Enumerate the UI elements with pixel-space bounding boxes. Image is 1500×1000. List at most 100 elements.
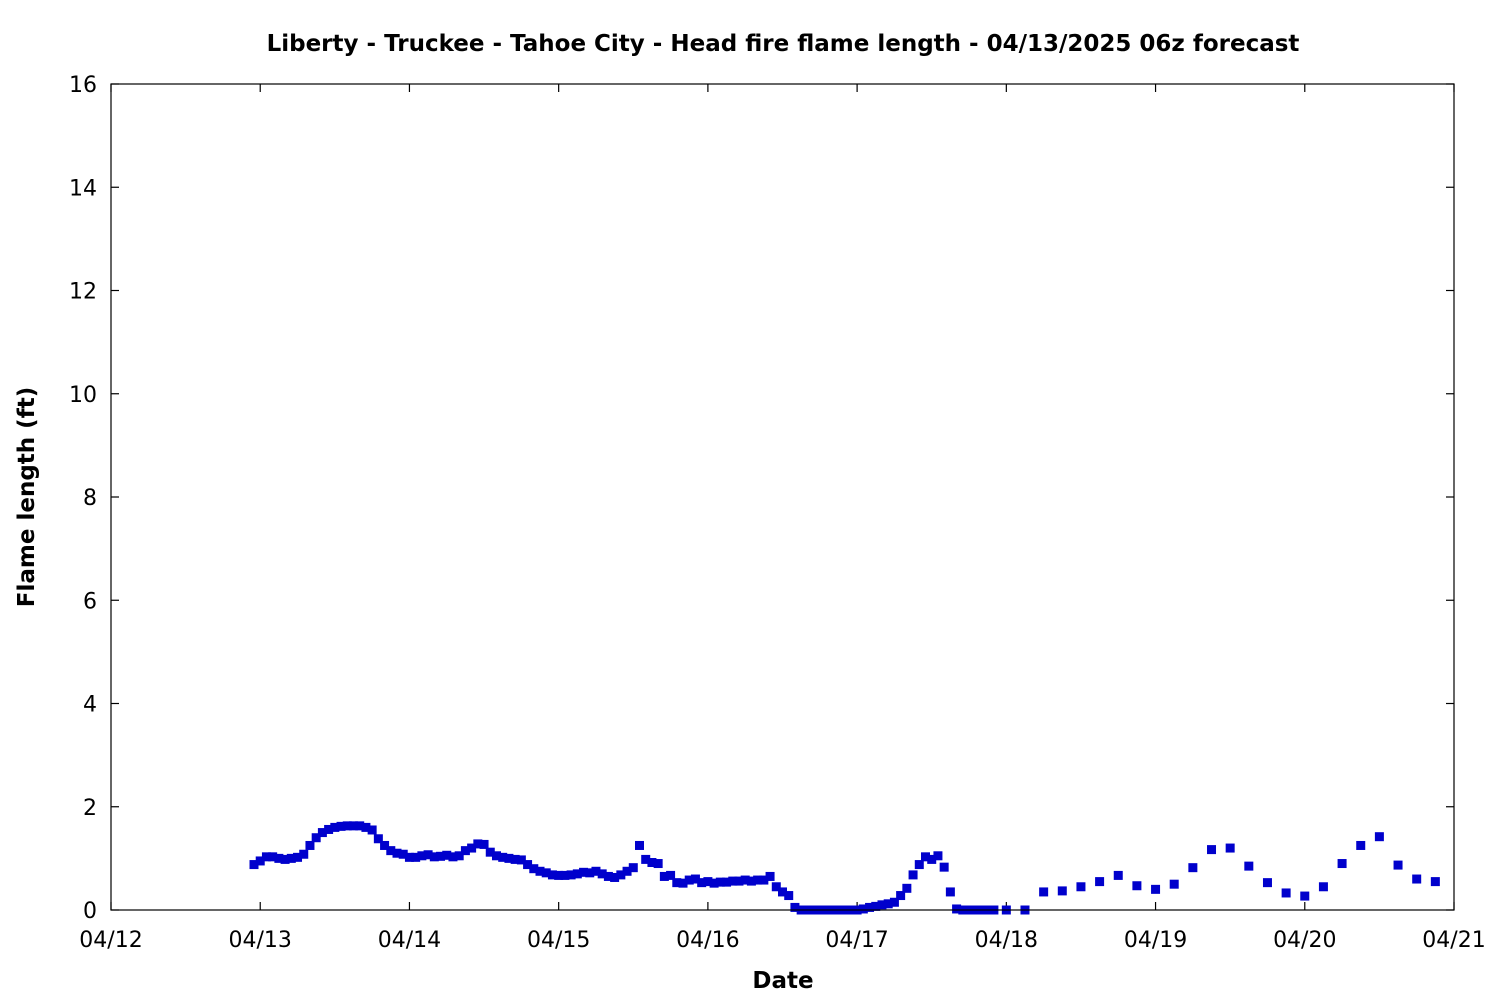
y-tick-label: 2 <box>83 796 97 821</box>
data-point <box>268 852 278 862</box>
chart-title: Liberty - Truckee - Tahoe City - Head fi… <box>267 31 1300 57</box>
data-point <box>585 868 595 878</box>
data-point <box>1188 863 1198 873</box>
data-point <box>261 852 271 862</box>
data-point <box>516 855 526 865</box>
data-point <box>367 825 377 835</box>
data-point <box>672 878 682 888</box>
data-point <box>647 858 657 868</box>
y-axis-label: Flame length (ft) <box>14 387 40 607</box>
data-point <box>324 824 334 834</box>
data-point <box>746 876 756 886</box>
data-point <box>535 866 545 876</box>
data-point <box>1318 882 1328 892</box>
data-point <box>659 871 669 881</box>
data-point <box>697 878 707 888</box>
data-point <box>616 870 626 880</box>
data-point <box>908 870 918 880</box>
data-point <box>1337 859 1347 869</box>
y-tick-label: 14 <box>69 176 97 201</box>
data-point <box>299 849 309 859</box>
data-point <box>914 860 924 870</box>
data-point <box>473 839 483 849</box>
axis-tick-labels: 04/12 04/13 04/14 04/15 04/16 04/17 04/18 04/19… <box>69 73 1486 953</box>
data-point <box>280 854 290 864</box>
data-point <box>1300 891 1310 901</box>
data-point <box>436 851 446 861</box>
data-point <box>311 833 321 843</box>
x-tick-label: 04/13 <box>229 928 292 953</box>
data-point <box>690 874 700 884</box>
data-point <box>330 822 340 832</box>
data-point <box>641 854 651 864</box>
data-point <box>628 863 638 873</box>
data-point <box>498 852 508 862</box>
data-point <box>865 902 875 912</box>
data-point <box>622 866 632 876</box>
data-point <box>448 852 458 862</box>
data-point <box>778 887 787 897</box>
data-point <box>678 878 688 888</box>
data-point <box>1169 879 1179 889</box>
data-point <box>653 859 663 869</box>
x-tick-label: 04/17 <box>825 928 888 953</box>
data-point <box>597 869 607 879</box>
data-point <box>305 840 315 850</box>
data-point <box>491 851 501 861</box>
data-point <box>784 891 794 901</box>
data-point <box>634 840 644 850</box>
plot-frame <box>110 83 1455 911</box>
y-tick-label: 12 <box>69 280 97 305</box>
x-tick-label: 04/21 <box>1422 928 1485 953</box>
data-point <box>1430 877 1440 887</box>
data-point <box>398 849 408 859</box>
data-point <box>1281 888 1291 898</box>
y-tick-label: 0 <box>83 899 97 924</box>
data-point <box>429 852 439 862</box>
data-point <box>889 897 899 907</box>
data-point <box>523 860 533 870</box>
data-point <box>392 848 402 858</box>
x-tick-label: 04/15 <box>527 928 590 953</box>
y-tick-label: 6 <box>83 589 97 614</box>
data-point <box>293 852 303 862</box>
data-point <box>666 870 676 880</box>
data-point <box>460 846 470 856</box>
data-point <box>1374 832 1384 842</box>
data-point <box>572 869 582 879</box>
data-point <box>373 834 383 844</box>
data-point <box>342 821 352 831</box>
data-point <box>485 847 495 857</box>
data-point <box>1262 878 1272 888</box>
data-point <box>759 875 769 885</box>
data-point <box>734 876 744 886</box>
data-point <box>790 902 800 912</box>
data-point <box>939 862 949 872</box>
data-point <box>1076 882 1086 892</box>
data-point <box>442 850 452 860</box>
data-point <box>877 900 887 910</box>
data-point <box>386 846 396 856</box>
data-point <box>317 828 327 838</box>
x-tick-label: 04/12 <box>79 928 142 953</box>
x-tick-label: 04/16 <box>676 928 739 953</box>
data-point <box>504 853 514 863</box>
data-point <box>1095 877 1105 887</box>
data-point <box>355 821 365 831</box>
data-point <box>1244 861 1254 871</box>
data-point <box>454 851 464 861</box>
x-tick-label: 04/18 <box>975 928 1038 953</box>
data-point <box>380 840 390 850</box>
data-point <box>249 860 259 870</box>
x-axis-label: Date <box>752 968 813 994</box>
y-tick-label: 16 <box>69 73 97 98</box>
data-point <box>883 899 893 909</box>
data-point <box>896 891 906 901</box>
data-point <box>547 870 557 880</box>
x-tick-label: 04/19 <box>1124 928 1187 953</box>
data-point <box>933 851 943 861</box>
data-point <box>952 904 962 914</box>
data-point <box>361 822 371 832</box>
data-point <box>1039 887 1049 897</box>
